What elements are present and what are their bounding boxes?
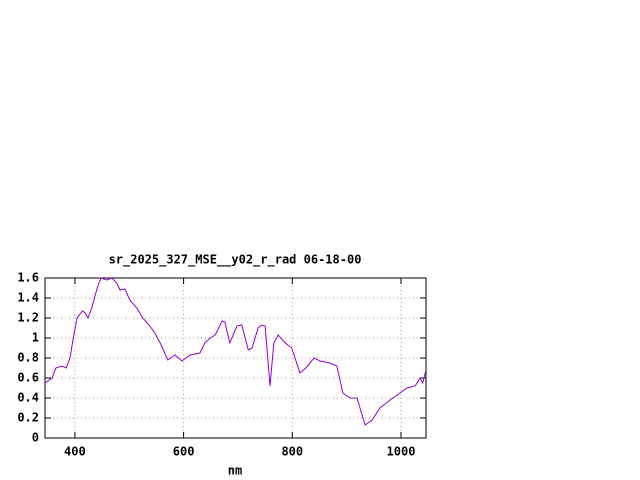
y-tick-label: 0.6 bbox=[17, 371, 39, 385]
y-tick-label: 0.4 bbox=[17, 391, 39, 405]
x-tick-label: 1000 bbox=[387, 445, 416, 459]
y-tick-label: 0.2 bbox=[17, 411, 39, 425]
plot-border bbox=[44, 277, 427, 439]
y-tick-label: 1 bbox=[32, 331, 39, 345]
x-tick-label: 800 bbox=[281, 445, 303, 459]
x-axis-label: nm bbox=[228, 464, 242, 478]
x-tick-label: 400 bbox=[64, 445, 86, 459]
y-tick-label: 0.8 bbox=[17, 351, 39, 365]
y-tick-label: 0 bbox=[32, 431, 39, 445]
y-tick-label: 1.6 bbox=[17, 271, 39, 285]
x-tick-label: 600 bbox=[173, 445, 195, 459]
data-line bbox=[44, 277, 427, 426]
chart-title: sr_2025_327_MSE__y02_r_rad 06-18-00 bbox=[109, 253, 362, 268]
y-tick-label: 1.4 bbox=[17, 291, 39, 305]
y-tick-label: 1.2 bbox=[17, 311, 39, 325]
